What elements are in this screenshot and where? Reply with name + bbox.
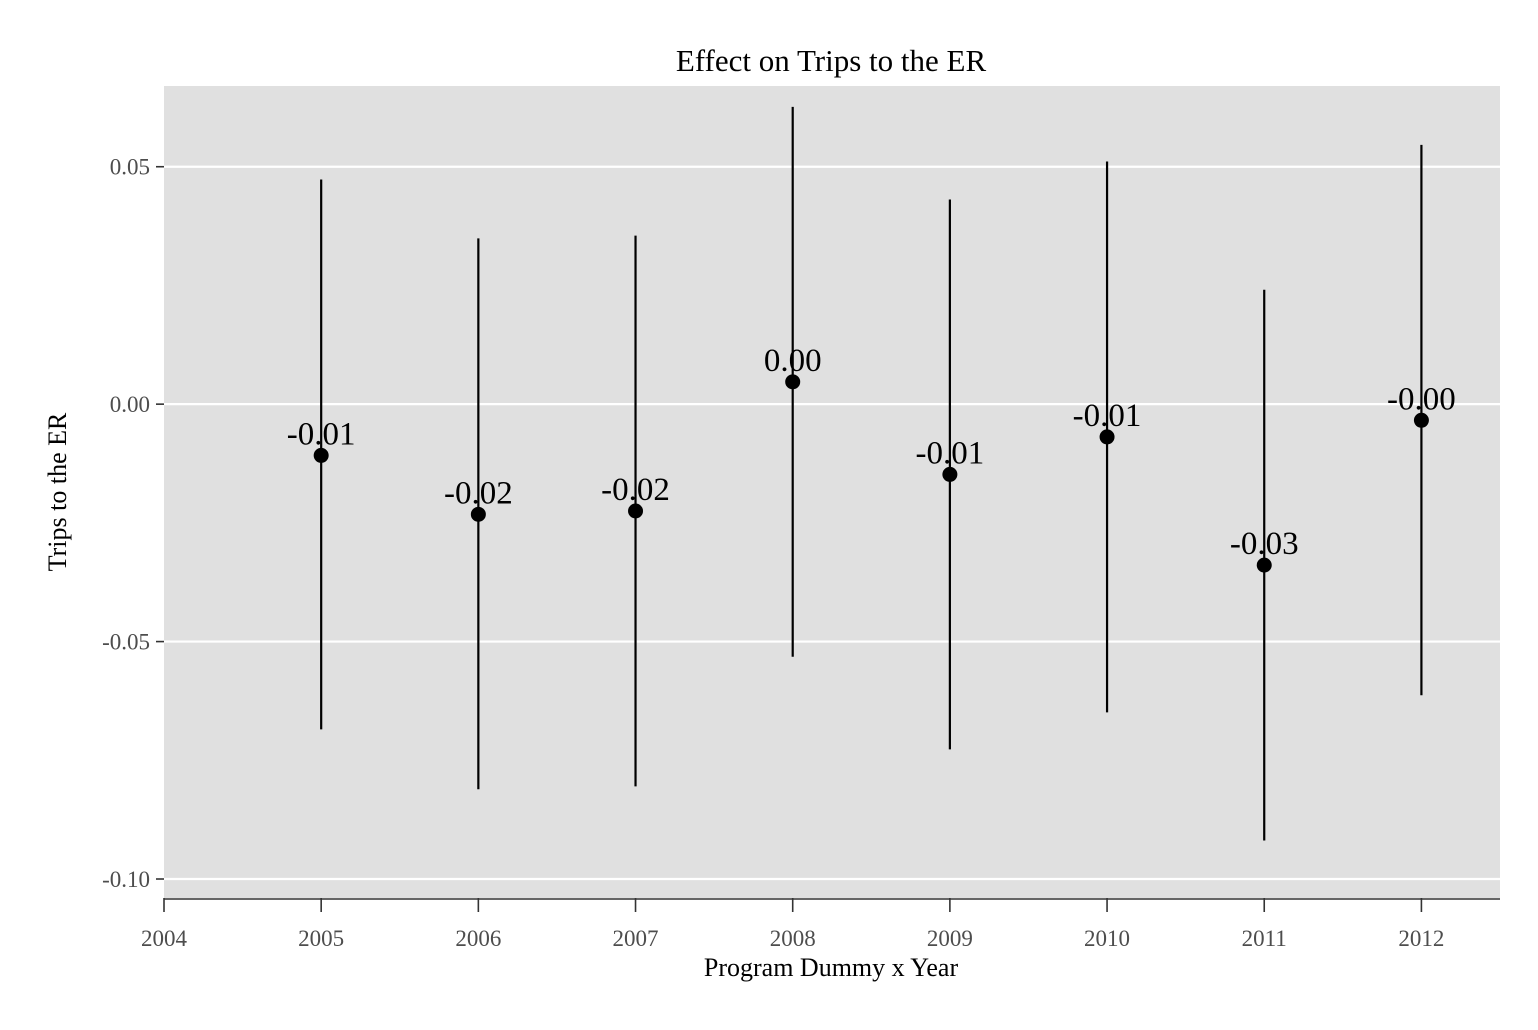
point-value-label: -0.02 bbox=[444, 475, 513, 511]
data-point bbox=[470, 506, 486, 522]
point-value-label: -0.01 bbox=[287, 416, 356, 452]
data-point bbox=[628, 503, 644, 519]
y-axis-title: Trips to the ER bbox=[43, 412, 72, 571]
x-tick-label: 2005 bbox=[298, 926, 344, 951]
chart-title: Effect on Trips to the ER bbox=[676, 43, 987, 78]
point-value-label: -0.01 bbox=[916, 435, 985, 471]
data-point bbox=[1413, 412, 1429, 428]
point-value-label: 0.00 bbox=[764, 343, 822, 379]
point-value-label: -0.00 bbox=[1387, 381, 1456, 417]
point-labels: -0.01 -0.02 -0.02 0.00 -0.01 -0.01 -0.03 -0.00 bbox=[287, 343, 1456, 562]
y-axis: -0.10 -0.05 0.00 0.05 bbox=[102, 155, 164, 892]
y-tick-label: 0.05 bbox=[110, 155, 150, 180]
point-value-label: -0.02 bbox=[601, 472, 670, 508]
data-points bbox=[313, 374, 1429, 573]
x-tick-label: 2006 bbox=[455, 926, 501, 951]
x-axis-title: Program Dummy x Year bbox=[704, 953, 959, 982]
point-value-label: -0.01 bbox=[1073, 398, 1142, 434]
y-tick-label: 0.00 bbox=[110, 392, 150, 417]
y-tick-label: -0.05 bbox=[102, 630, 150, 655]
x-tick-label: 2012 bbox=[1398, 926, 1444, 951]
data-point bbox=[1256, 557, 1272, 573]
x-tick-label: 2007 bbox=[613, 926, 659, 951]
x-tick-label: 2011 bbox=[1242, 926, 1287, 951]
x-axis: 2004 2005 2006 2007 2008 2009 2010 2011 2012 bbox=[141, 898, 1500, 951]
x-tick-label: 2009 bbox=[927, 926, 973, 951]
y-tick-label: -0.10 bbox=[102, 867, 150, 892]
point-value-label: -0.03 bbox=[1230, 526, 1299, 562]
data-point bbox=[942, 466, 958, 482]
x-tick-label: 2008 bbox=[770, 926, 816, 951]
x-tick-label: 2004 bbox=[141, 926, 188, 951]
plot-panel bbox=[164, 86, 1500, 898]
data-point bbox=[1099, 429, 1115, 445]
x-tick-label: 2010 bbox=[1084, 926, 1130, 951]
data-point bbox=[313, 447, 329, 463]
grid-lines bbox=[164, 165, 1500, 881]
data-point bbox=[785, 374, 801, 390]
